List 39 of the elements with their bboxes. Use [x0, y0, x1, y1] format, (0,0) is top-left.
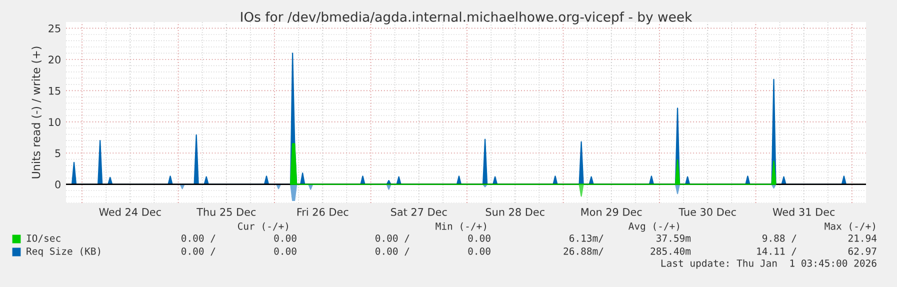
x-tick-label: Mon 29 Dec — [581, 208, 642, 216]
text: 0.00 — [468, 234, 490, 242]
text: 0.00 — [468, 247, 490, 255]
legend-label: Req Size (KB) — [26, 247, 100, 257]
text: 285.40m — [650, 247, 691, 255]
text: 26.88m/ — [564, 247, 604, 256]
text: Max (-/+) — [824, 222, 875, 231]
legend-label: IO/sec — [26, 234, 60, 243]
text: 0.00 / — [376, 234, 410, 243]
x-tick-label: Wed 24 Dec — [99, 208, 161, 216]
y-tick-label: 15 — [49, 87, 60, 95]
text: 37.59m — [656, 234, 691, 242]
x-tick-label: Thu 25 Dec — [196, 208, 256, 216]
y-axis-title: Units read (-) / write (+) — [32, 46, 42, 178]
text: 14.11 / — [757, 248, 796, 256]
x-tick-label: Fri 26 Dec — [297, 208, 348, 216]
text: 6.13m/ — [570, 234, 604, 243]
y-tick-label: 5 — [55, 149, 60, 158]
y-tick-label: 10 — [49, 118, 60, 126]
y-tick-label: 0 — [55, 180, 60, 188]
text: 0.00 — [274, 247, 296, 255]
text: Last update: Thu Jan 1 03:45:00 2026 — [661, 259, 876, 269]
chart-title: IOs for /dev/bmedia/agda.internal.michaelhowe.org-vicepf - by week — [241, 12, 692, 24]
y-tick-label: 25 — [48, 24, 60, 32]
text: 0.00 / — [182, 234, 216, 243]
y-tick-label: 20 — [48, 56, 60, 64]
text: Min (-/+) — [436, 222, 486, 231]
text: Avg (-/+) — [628, 222, 679, 232]
text: Cur (-/+) — [238, 222, 288, 231]
text: 62.97 — [848, 247, 876, 255]
text: 0.00 / — [182, 247, 216, 256]
text: 21.94 — [848, 234, 877, 242]
x-tick-label: Sat 27 Dec — [391, 208, 447, 216]
x-tick-label: Wed 31 Dec — [772, 208, 835, 216]
text: 9.88 / — [762, 234, 796, 243]
text: 0.00 / — [376, 247, 410, 256]
x-tick-label: Sun 28 Dec — [486, 208, 544, 216]
text: 0.00 — [274, 234, 296, 242]
x-tick-label: Tue 30 Dec — [678, 208, 736, 216]
